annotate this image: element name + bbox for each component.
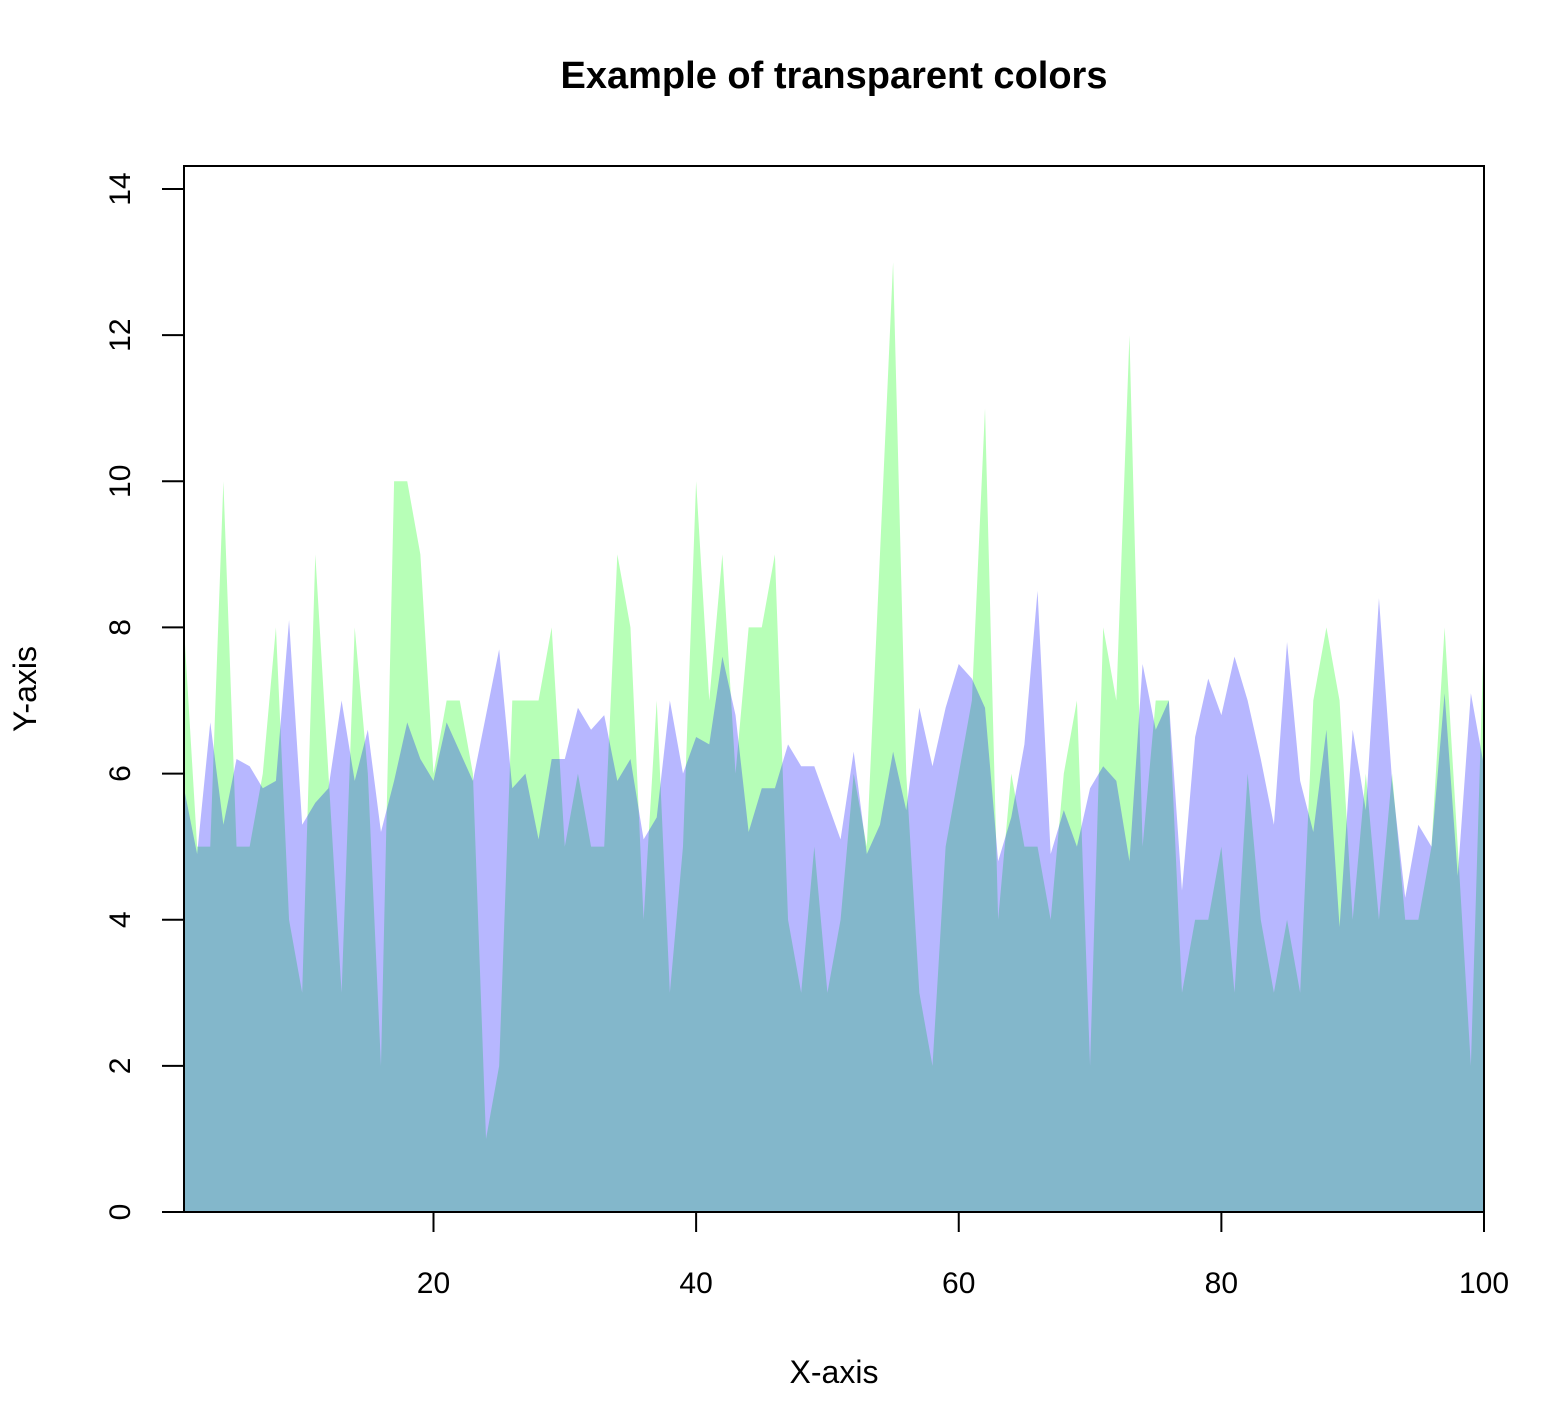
x-axis-label: X-axis: [790, 1354, 879, 1390]
y-tick-label: 6: [104, 765, 137, 782]
y-tick-label: 2: [104, 1058, 137, 1075]
x-tick-label: 60: [942, 1267, 975, 1300]
x-axis: 20 40 60 80 100: [417, 1211, 1509, 1300]
y-tick-label: 4: [104, 911, 137, 928]
plot-areas: [184, 262, 1484, 1212]
chart-title: Example of transparent colors: [561, 55, 1108, 97]
y-tick-label: 8: [104, 619, 137, 636]
y-axis: 0 2 4 6 8 10 12 14: [104, 172, 185, 1221]
y-tick-label: 10: [104, 465, 137, 498]
area-series-1: [184, 262, 1484, 1212]
x-tick-label: 100: [1459, 1267, 1509, 1300]
x-tick-label: 40: [679, 1267, 712, 1300]
y-tick-label: 12: [104, 318, 137, 351]
x-tick-label: 80: [1205, 1267, 1238, 1300]
area-series-2: [184, 590, 1484, 1212]
y-axis-label: Y-axis: [7, 646, 43, 732]
x-tick-label: 20: [417, 1267, 450, 1300]
y-tick-label: 0: [104, 1204, 137, 1221]
y-tick-label: 14: [104, 172, 137, 205]
